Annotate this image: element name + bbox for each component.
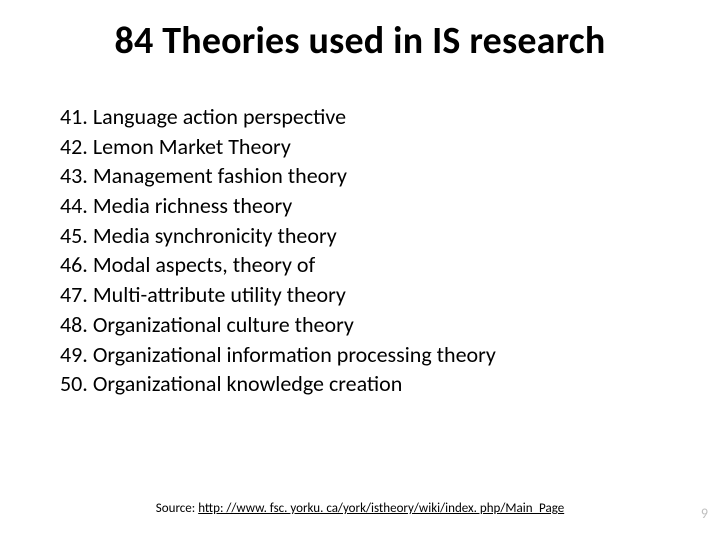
list-number: 46. <box>60 251 93 278</box>
list-item: 49. Organizational information processin… <box>60 340 660 370</box>
list-text: Organizational information processing th… <box>93 341 496 368</box>
list-item: 48. Organizational culture theory <box>60 310 660 340</box>
list-text: Lemon Market Theory <box>93 133 291 160</box>
list-text: Organizational culture theory <box>93 311 354 338</box>
slide: 84 Theories used in IS research 41. Lang… <box>0 0 720 540</box>
slide-title: 84 Theories used in IS research <box>0 18 720 64</box>
list-item: 44. Media richness theory <box>60 191 660 221</box>
list-text: Media richness theory <box>93 192 292 219</box>
list-item: 42. Lemon Market Theory <box>60 132 660 162</box>
list-item: 45. Media synchronicity theory <box>60 221 660 251</box>
list-item: 50. Organizational knowledge creation <box>60 369 660 399</box>
list-text: Multi-attribute utility theory <box>93 281 346 308</box>
list-text: Management fashion theory <box>93 162 347 189</box>
list-number: 43. <box>60 162 93 189</box>
list-number: 47. <box>60 281 93 308</box>
list-number: 45. <box>60 222 93 249</box>
list-item: 46. Modal aspects, theory of <box>60 250 660 280</box>
source-link[interactable]: http: //www. fsc. yorku. ca/york/istheor… <box>198 501 564 516</box>
list-text: Organizational knowledge creation <box>93 370 403 397</box>
list-text: Language action perspective <box>93 103 346 130</box>
list-item: 41. Language action perspective <box>60 102 660 132</box>
page-number: 9 <box>701 505 708 522</box>
list-number: 48. <box>60 311 93 338</box>
list-item: 43. Management fashion theory <box>60 161 660 191</box>
list-number: 49. <box>60 341 93 368</box>
list-number: 42. <box>60 133 93 160</box>
list-number: 41. <box>60 103 93 130</box>
source-line: Source: http: //www. fsc. yorku. ca/york… <box>0 501 720 516</box>
list-text: Modal aspects, theory of <box>93 251 315 278</box>
list-text: Media synchronicity theory <box>93 222 337 249</box>
list-item: 47. Multi-attribute utility theory <box>60 280 660 310</box>
list-number: 50. <box>60 370 93 397</box>
source-label: Source: <box>156 501 198 516</box>
theory-list: 41. Language action perspective 42. Lemo… <box>60 102 660 399</box>
list-number: 44. <box>60 192 93 219</box>
